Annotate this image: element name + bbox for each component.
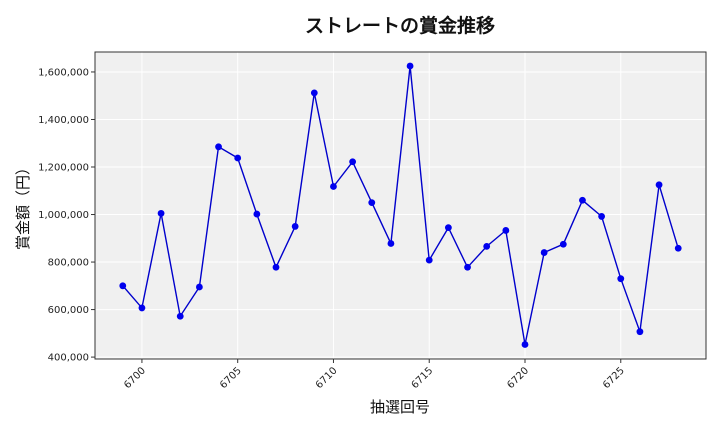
data-point bbox=[253, 210, 261, 218]
chart-title: ストレートの賞金推移 bbox=[305, 14, 495, 37]
data-point bbox=[349, 158, 357, 166]
data-point bbox=[444, 224, 452, 231]
data-point bbox=[234, 154, 242, 162]
x-tick-label: 6715 bbox=[410, 365, 436, 391]
y-tick-label: 800,000 bbox=[48, 258, 89, 269]
data-point bbox=[617, 275, 625, 283]
x-tick-label: 6705 bbox=[218, 365, 244, 391]
x-tick-label: 6720 bbox=[505, 365, 531, 391]
x-tick-label: 6725 bbox=[601, 365, 627, 391]
plot-frame bbox=[94, 51, 707, 360]
axes bbox=[94, 51, 707, 360]
data-point bbox=[310, 89, 318, 97]
data-point bbox=[406, 62, 414, 70]
y-tick-label: 400,000 bbox=[48, 353, 89, 364]
data-point bbox=[368, 199, 376, 207]
data-point bbox=[464, 263, 471, 271]
data-point bbox=[119, 282, 127, 290]
x-tick-label: 6710 bbox=[314, 365, 340, 391]
x-axis-label: 抽選回号 bbox=[370, 398, 430, 416]
data-point bbox=[502, 227, 510, 234]
data-point bbox=[521, 341, 529, 348]
data-point bbox=[540, 249, 548, 256]
grid-lines bbox=[95, 52, 706, 359]
data-point bbox=[579, 196, 586, 204]
data-point bbox=[272, 263, 280, 271]
data-point bbox=[655, 181, 663, 189]
y-tick-label: 1,200,000 bbox=[38, 163, 89, 174]
x-axis-ticks: 6700 6705 6710 6715 6720 6725 bbox=[122, 359, 627, 391]
data-point bbox=[215, 143, 222, 151]
data-point bbox=[598, 213, 606, 220]
data-point bbox=[330, 183, 337, 190]
series-points bbox=[119, 62, 682, 348]
plot-area bbox=[95, 52, 706, 359]
data-point bbox=[195, 283, 203, 291]
y-tick-label: 1,600,000 bbox=[38, 67, 89, 78]
data-point bbox=[387, 240, 395, 247]
y-tick-label: 1,000,000 bbox=[38, 210, 89, 221]
data-point bbox=[674, 244, 682, 252]
y-axis-label: 賞金額（円） bbox=[14, 160, 32, 250]
y-tick-label: 1,400,000 bbox=[38, 115, 89, 126]
data-point bbox=[559, 240, 567, 248]
data-point bbox=[138, 304, 146, 312]
data-point bbox=[176, 312, 184, 320]
data-point bbox=[483, 242, 491, 250]
data-point bbox=[157, 209, 165, 217]
x-tick-label: 6700 bbox=[122, 365, 148, 391]
series-line bbox=[122, 65, 679, 345]
y-axis-ticks: 400,000 600,000 800,000 1,000,000 1,200,000 1… bbox=[38, 67, 95, 364]
data-point bbox=[636, 328, 644, 336]
data-point bbox=[291, 223, 299, 230]
data-point bbox=[425, 256, 433, 264]
y-tick-label: 600,000 bbox=[48, 305, 89, 316]
